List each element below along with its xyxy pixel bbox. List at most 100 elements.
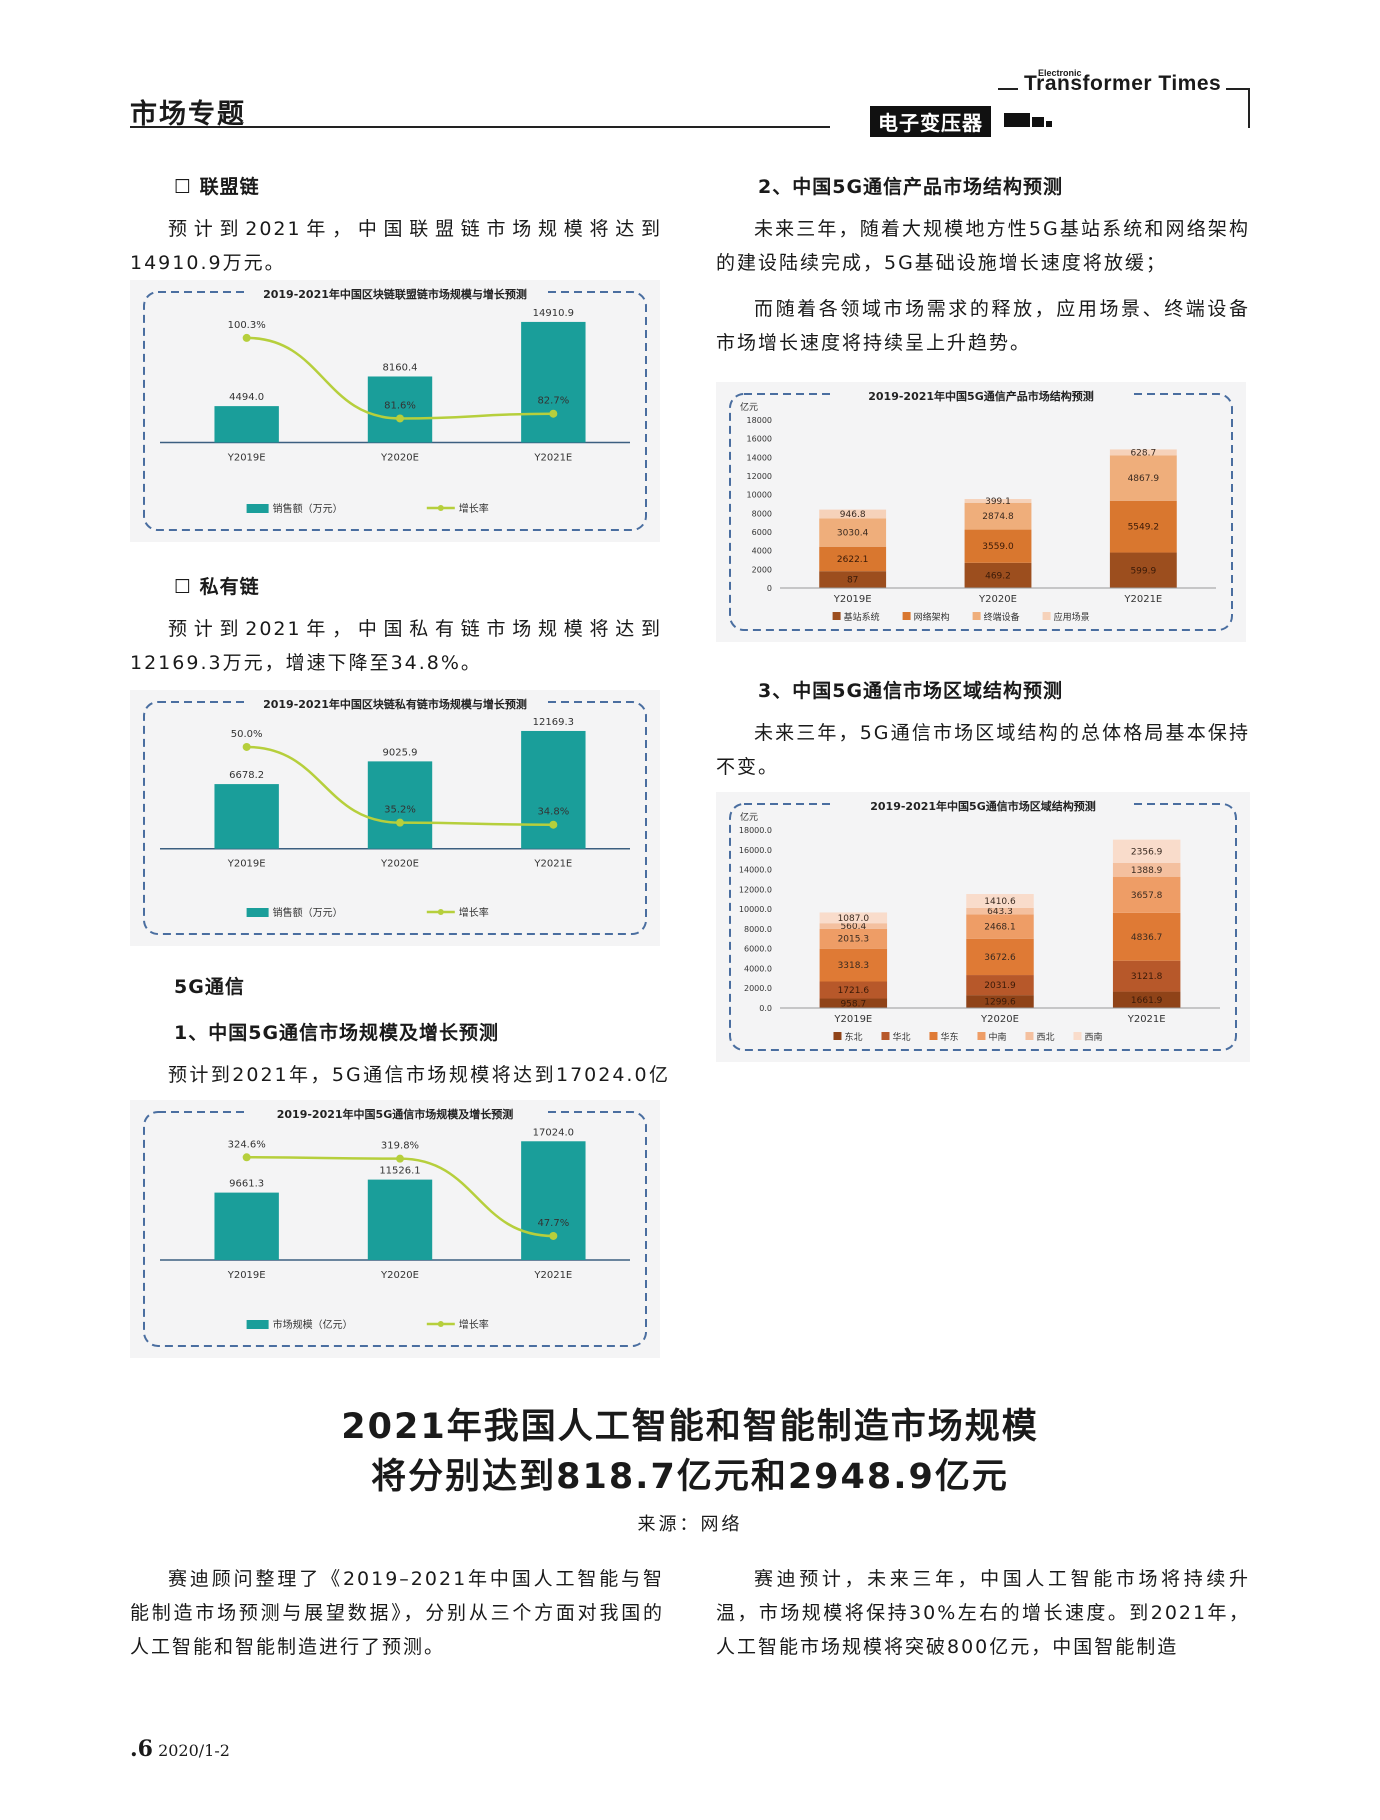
growth-line (246, 336, 554, 420)
stack-segment (819, 518, 887, 547)
legend-label: 华北 (892, 1031, 910, 1043)
segment-label: 2622.1 (837, 555, 869, 565)
bar-label: 6678.2 (229, 770, 264, 781)
bar-label: 8160.4 (383, 362, 418, 373)
fiveg-paragraph-3: 未来三年，5G通信市场区域结构的总体格局基本保持不变。 (716, 722, 1250, 778)
legend-label: 华东 (940, 1031, 958, 1043)
alliance-heading: ☐ 联盟链 (174, 176, 260, 198)
y-tick-label: 6000 (752, 528, 772, 537)
legend-label-bars: 销售额（万元） (273, 906, 343, 919)
growth-label: 100.3% (228, 320, 266, 331)
magazine-name-cn: 电子变压器 (870, 106, 991, 137)
y-tick-label: 12000 (747, 472, 772, 481)
legend-swatch (972, 612, 981, 620)
fiveg-paragraph-2a: 未来三年，随着大规模地方性5G基站系统和网络架构的建设陆续完成，5G基础设施增长… (716, 218, 1250, 274)
private-paragraph: 预计到2021年，中国私有链市场规模将达到12169.3万元，增速下降至34.8… (130, 618, 662, 674)
y-tick-label: 10000 (747, 491, 772, 500)
y-tick-label: 18000.0 (739, 826, 772, 835)
bar (521, 1141, 586, 1260)
growth-point (396, 818, 404, 827)
segment-label: 1299.6 (984, 998, 1016, 1008)
chart-title: 2019-2021年中国5G通信市场区域结构预测 (870, 799, 1095, 813)
magazine-name-en-small: Electronic (1038, 68, 1082, 78)
segment-label: 469.2 (985, 571, 1011, 581)
chart-title: 2019-2021年中国5G通信产品市场结构预测 (868, 389, 1093, 403)
x-tick-label: Y2021E (533, 1270, 572, 1281)
growth-point (242, 333, 251, 342)
legend-swatch (1073, 1032, 1082, 1040)
segment-label: 3030.4 (837, 529, 869, 539)
bar-label: 9661.3 (229, 1179, 264, 1190)
growth-label: 47.7% (537, 1218, 569, 1229)
legend-label: 基站系统 (844, 611, 880, 623)
article-title-line-1: 2021年我国人工智能和智能制造市场规模 (341, 1407, 1039, 1447)
stack-segment (819, 571, 887, 588)
segment-label: 3672.6 (984, 953, 1016, 963)
segment-label: 560.4 (840, 922, 866, 932)
segment-label: 399.1 (985, 497, 1011, 507)
y-tick-label: 2000.0 (744, 984, 772, 993)
stack-segment (819, 948, 888, 982)
x-tick-label: Y2021E (533, 859, 572, 870)
bar (521, 730, 586, 849)
header-rule-left (998, 88, 1018, 90)
x-tick-label: Y2019E (227, 452, 266, 463)
fiveg-paragraph-2b: 而随着各领域市场需求的释放，应用场景、终端设备市场增长速度将持续呈上升趋势。 (716, 298, 1250, 354)
stack-segment (819, 928, 888, 949)
stack-segment (966, 914, 1034, 939)
segment-label: 946.8 (840, 510, 866, 520)
stack-segment (964, 502, 1032, 530)
legend-label-line: 增长率 (459, 906, 489, 919)
legend-label-bars: 市场规模（亿元） (273, 1318, 353, 1331)
legend-label-line: 增长率 (459, 1318, 489, 1331)
x-tick-label: Y2020E (380, 1270, 419, 1281)
segment-label: 87 (847, 576, 858, 586)
page-footer: .6 2020/1-2 (130, 1736, 230, 1762)
bar-label: 4494.0 (229, 392, 264, 403)
legend-label-line: 增长率 (459, 502, 489, 515)
growth-label: 82.7% (537, 396, 569, 407)
bar-label: 17024.0 (533, 1127, 574, 1138)
legend-swatch-bars (246, 504, 269, 513)
stack-segment (1112, 876, 1181, 913)
private-heading: ☐ 私有链 (174, 576, 260, 598)
y-tick-label: 16000.0 (739, 846, 772, 855)
chart-alliance: 2019-2021年中国区块链联盟链市场规模与增长预测 4494.0 Y2019E 8… (130, 280, 660, 542)
chart-title-bg (833, 794, 1133, 816)
segment-label: 1721.6 (838, 986, 870, 996)
stack-segment (819, 509, 887, 519)
stack-segment (964, 562, 1032, 588)
segment-label: 3121.8 (1131, 972, 1163, 982)
legend-swatch (832, 612, 841, 620)
legend-swatch (833, 1032, 842, 1040)
growth-point (396, 1154, 404, 1163)
stack-segment (1112, 991, 1181, 1008)
segment-label: 3318.3 (838, 961, 870, 971)
segment-label: 5549.2 (1128, 523, 1160, 533)
stack-segment (964, 529, 1032, 563)
stack-segment (966, 975, 1034, 996)
legend-marker-line (437, 909, 444, 915)
segment-label: 2015.3 (838, 935, 870, 945)
x-tick-label: Y2019E (227, 859, 266, 870)
segment-label: 1410.6 (984, 897, 1016, 907)
bar (214, 1192, 279, 1260)
stack-segment (819, 923, 888, 929)
growth-label: 35.2% (384, 805, 416, 816)
y-tick-label: 2000 (752, 565, 772, 574)
chart-title: 2019-2021年中国区块链私有链市场规模与增长预测 (263, 697, 527, 711)
segment-label: 3559.0 (982, 542, 1014, 552)
legend-swatch (929, 1032, 938, 1040)
legend-swatch (1025, 1032, 1034, 1040)
stack-segment (819, 912, 888, 924)
chart-svg: 2019-2021年中国5G通信市场规模及增长预测 9661.3 Y2019E 115… (130, 1100, 660, 1358)
stack-segment (1109, 500, 1177, 553)
segment-label: 1087.0 (838, 914, 870, 924)
bar-label: 12169.3 (533, 717, 574, 728)
y-tick-label: 6000.0 (744, 945, 772, 954)
y-tick-label: 10000.0 (739, 905, 772, 914)
bar (214, 406, 279, 443)
legend-swatch (902, 612, 911, 620)
